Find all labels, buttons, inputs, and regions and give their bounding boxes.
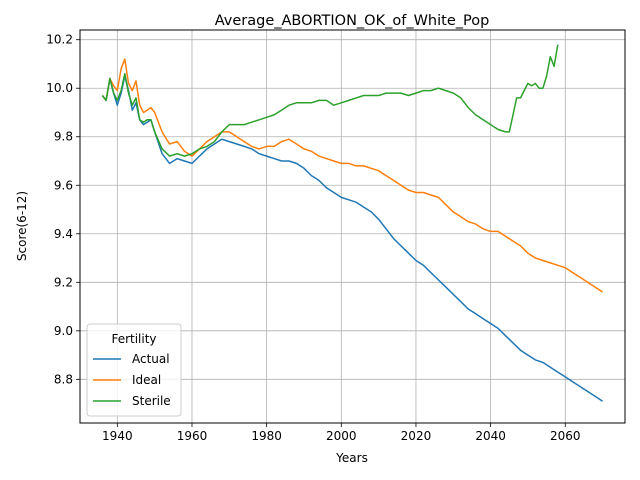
y-tick-label: 9.2 [54, 275, 73, 289]
x-tick-label: 2040 [475, 429, 506, 443]
y-tick-label: 9.4 [54, 227, 73, 241]
plot-frame [79, 29, 626, 424]
x-axis: 1940 1960 1980 2000 2020 2040 2060 [102, 423, 581, 443]
series-lines [101, 44, 604, 402]
y-tick-label: 9.6 [54, 178, 73, 192]
x-tick-label: 2060 [550, 429, 581, 443]
chart-title: Average_ABORTION_OK_of_White_Pop [215, 13, 490, 29]
legend-label-sterile: Sterile [132, 394, 171, 408]
x-tick-label: 1980 [251, 429, 282, 443]
legend-label-actual: Actual [132, 352, 170, 366]
series-line-actual [101, 75, 604, 402]
x-tick-label: 2020 [401, 429, 432, 443]
legend: Fertility Actual Ideal Sterile [86, 323, 182, 417]
x-axis-label: Years [335, 451, 368, 465]
x-tick-label: 1960 [177, 429, 208, 443]
y-tick-label: 9.0 [54, 324, 73, 338]
series-line-sterile [101, 44, 559, 157]
series-line-ideal [101, 58, 604, 293]
y-tick-label: 9.8 [54, 130, 73, 144]
x-tick-label: 2000 [326, 429, 357, 443]
y-tick-label: 8.8 [54, 372, 73, 386]
legend-box [86, 323, 182, 417]
legend-label-ideal: Ideal [132, 373, 161, 387]
grid-lines [80, 30, 625, 423]
legend-title: Fertility [111, 332, 156, 346]
x-tick-label: 1940 [102, 429, 133, 443]
y-axis: 8.8 9.0 9.2 9.4 9.6 9.8 10.0 10.2 [46, 33, 80, 386]
y-tick-label: 10.2 [46, 33, 73, 47]
y-tick-label: 10.0 [46, 81, 73, 95]
y-axis-label: Score(6-12) [15, 191, 29, 261]
